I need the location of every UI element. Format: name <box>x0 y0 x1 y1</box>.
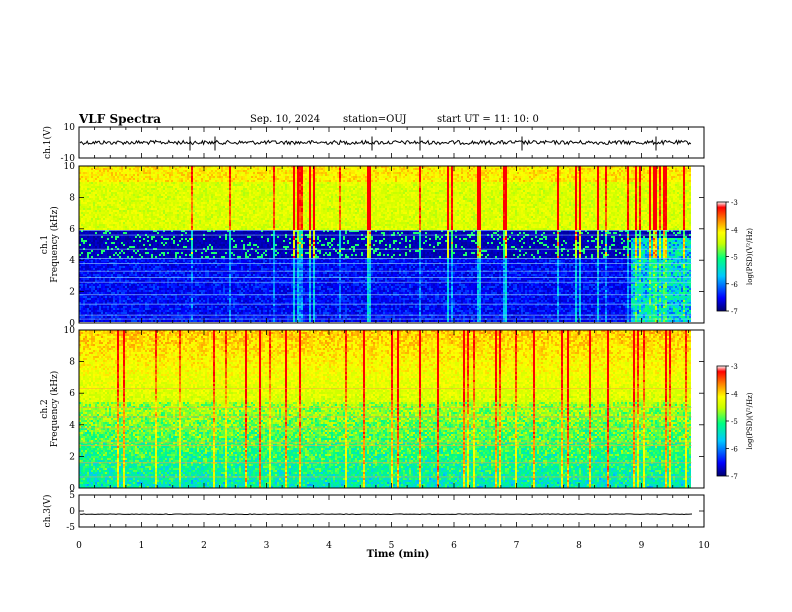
x-tick-label: 9 <box>639 541 645 551</box>
y-tick-label: 2 <box>69 452 75 462</box>
x-tick-label: 1 <box>139 541 145 551</box>
y-axis-label-channel: ch.1 <box>40 235 50 254</box>
y-axis-label-channel: ch.2 <box>40 399 50 418</box>
colorbar-tick-label: -4 <box>731 391 738 399</box>
y-tick-label: 8 <box>69 358 75 368</box>
colorbar-tick-label: -4 <box>731 226 738 234</box>
y-tick-label: 2 <box>69 288 75 298</box>
colorbar-tick-label: -7 <box>731 473 738 481</box>
colorbar-tick-label: -5 <box>731 254 738 262</box>
y-tick-label: 8 <box>69 193 75 203</box>
y-tick-label: 10 <box>64 123 76 133</box>
y-tick-label: 10 <box>64 162 76 172</box>
vlf-figure: 10-10ch.1(V) 0246810ch.1 Frequency (kHz)-… <box>0 0 792 612</box>
waveform-trace <box>80 514 692 515</box>
x-tick-label: 3 <box>264 541 270 551</box>
colorbar-label: log(PSD)(V²/Hz) <box>746 392 754 449</box>
no-data-region <box>692 166 705 323</box>
x-tick-label: 4 <box>326 541 332 551</box>
colorbar <box>717 366 726 476</box>
colorbar-tick-label: -5 <box>731 418 738 426</box>
x-tick-label: 6 <box>451 541 457 551</box>
spectrogram-image <box>79 330 691 488</box>
no-data-region <box>692 330 705 488</box>
y-tick-label: 6 <box>69 225 75 235</box>
colorbar-tick-label: -7 <box>731 308 738 316</box>
x-axis-label: Time (min) <box>367 549 430 560</box>
waveform-trace <box>80 141 691 145</box>
y-tick-label: 6 <box>69 389 75 399</box>
y-axis-label: ch.3(V) <box>42 495 53 528</box>
colorbar-tick-label: -3 <box>731 363 738 371</box>
y-tick-label: 4 <box>69 421 75 431</box>
ch3-waveform-panel: 5 0 -5 ch.3(V) <box>42 491 704 533</box>
x-tick-label: 0 <box>76 541 82 551</box>
x-tick-label: 8 <box>576 541 582 551</box>
y-axis-label: ch.1(V) <box>42 126 53 159</box>
x-tick-label: 2 <box>201 541 207 551</box>
colorbar-tick-label: -3 <box>731 199 738 207</box>
y-tick-label: 0 <box>69 507 75 517</box>
x-tick-label: 7 <box>514 541 520 551</box>
colorbar-tick-label: -6 <box>731 281 738 289</box>
y-tick-label: 10 <box>64 326 76 336</box>
y-tick-label: 4 <box>69 256 75 266</box>
y-tick-label: 5 <box>69 491 75 501</box>
y-axis-label-frequency: Frequency (kHz) <box>49 206 60 283</box>
colorbar-label: log(PSD)(V²/Hz) <box>746 228 754 285</box>
y-axis-label-frequency: Frequency (kHz) <box>49 371 60 448</box>
spectrogram-image <box>79 166 691 322</box>
colorbar-tick-label: -6 <box>731 446 738 454</box>
colorbar <box>717 202 726 311</box>
x-tick-label: 10 <box>698 541 710 551</box>
y-tick-label: -5 <box>66 523 75 533</box>
